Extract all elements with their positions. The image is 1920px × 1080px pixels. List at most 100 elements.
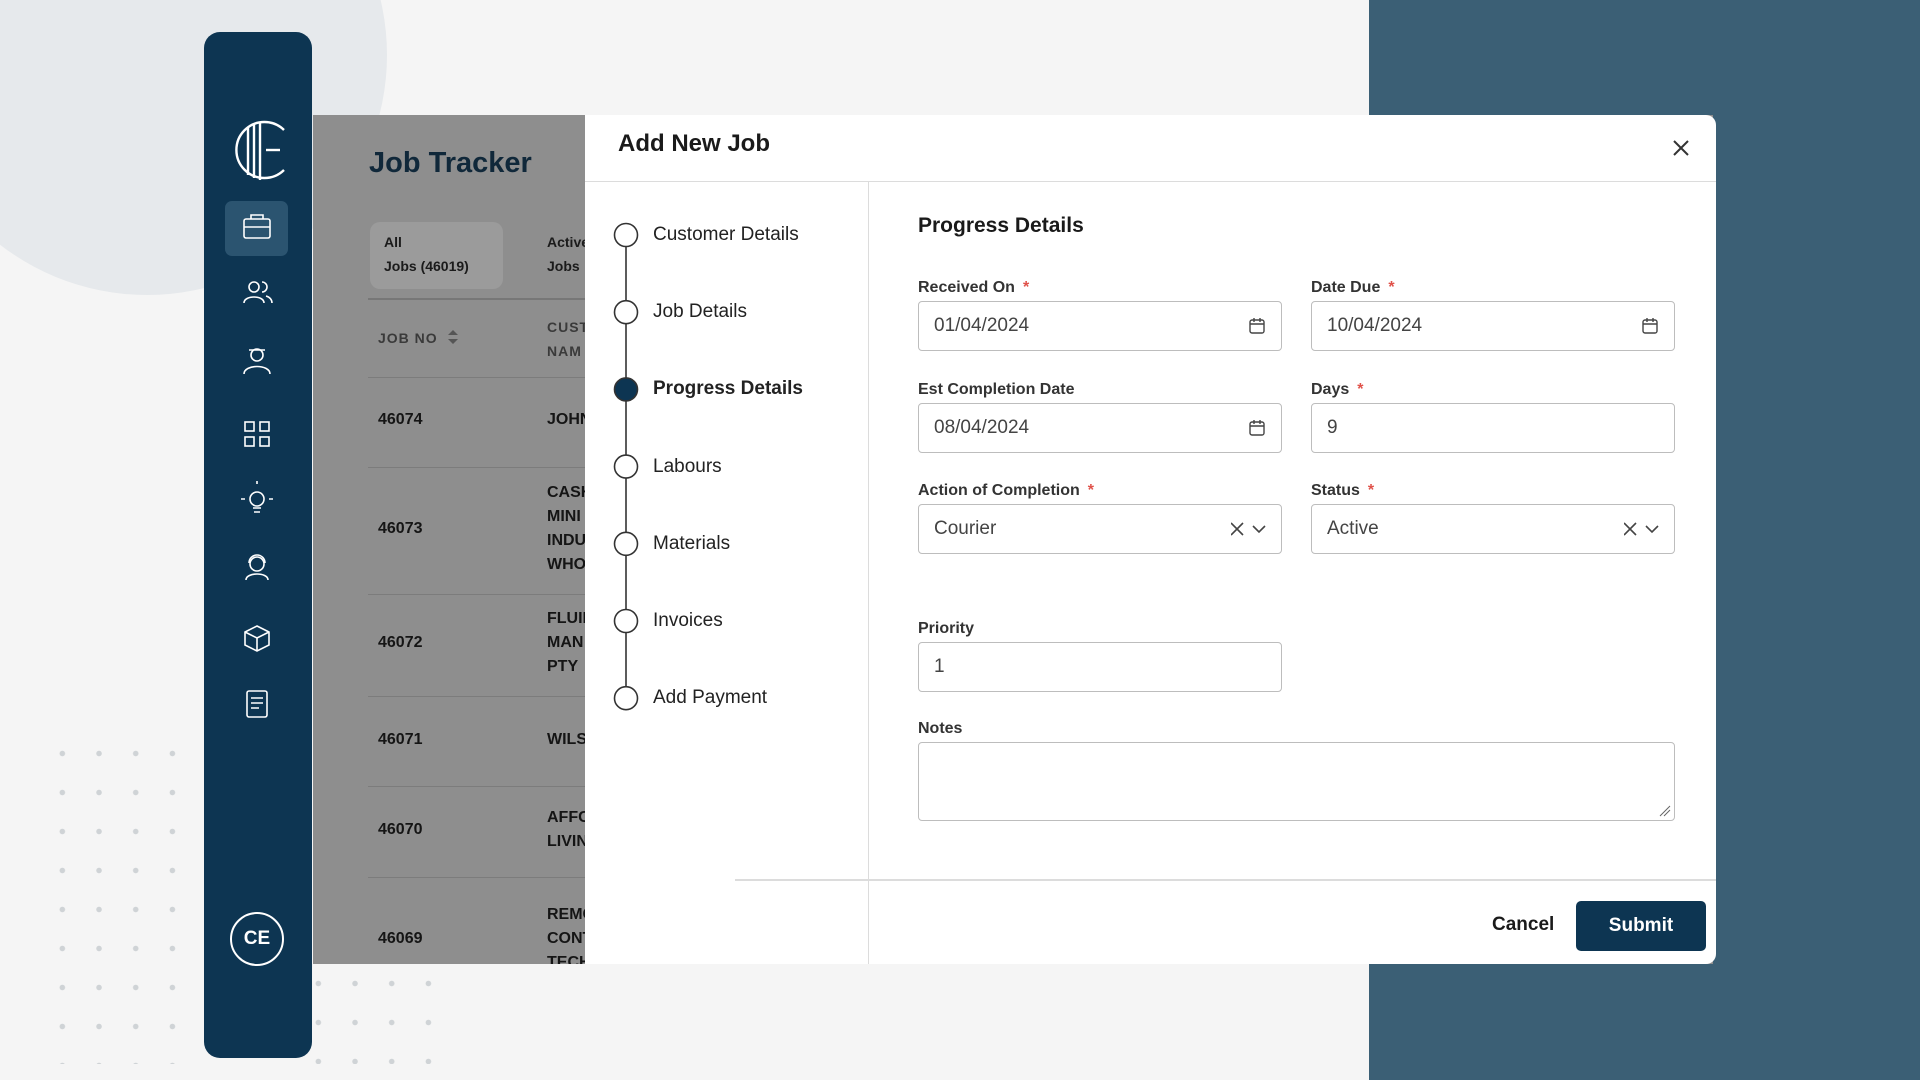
step-label[interactable]: Invoices	[653, 610, 723, 631]
tab[interactable]: Active Jobs	[547, 230, 589, 278]
customer-name-line: MINI	[547, 508, 581, 525]
step-label[interactable]: Materials	[653, 532, 731, 554]
input-field[interactable]: 1	[918, 642, 1282, 692]
input-field[interactable]: Courier	[918, 504, 1282, 554]
step-label[interactable]: Progress Details	[653, 378, 803, 400]
nav-staff[interactable]	[243, 348, 271, 375]
avatar[interactable]: CE	[230, 912, 284, 966]
sort-icon[interactable]	[446, 328, 460, 346]
required-mark: *	[1367, 482, 1375, 499]
field-label: Action of Completion *	[918, 482, 1094, 500]
column-header-text: JOB NO	[378, 330, 438, 346]
select-icon[interactable]	[1231, 519, 1267, 539]
field-label-text: Est Completion Date	[918, 381, 1075, 398]
customer-name-line: REMC	[547, 906, 595, 923]
stepper	[585, 182, 869, 964]
textarea[interactable]	[918, 742, 1675, 821]
customer-name: WILS	[547, 728, 587, 752]
field-label: Est Completion Date	[918, 381, 1074, 399]
job-number: 46073	[378, 520, 423, 537]
nav-ideas[interactable]	[241, 481, 273, 513]
nav-products[interactable]	[244, 625, 270, 652]
column-header-text: CUST	[547, 319, 590, 335]
tab[interactable]: All Jobs (46019)	[370, 222, 503, 289]
stepper-track	[613, 222, 639, 711]
customer-name-line: AFFC	[547, 809, 590, 826]
modal-title: Add New Job	[618, 130, 771, 157]
step-marker[interactable]	[613, 685, 639, 711]
close-button[interactable]	[1670, 137, 1692, 159]
input-value: Courier	[934, 518, 997, 539]
nav-customers[interactable]	[243, 281, 273, 304]
input-value: 9	[1327, 417, 1338, 438]
customer-name-line: LIVIN	[547, 833, 588, 850]
column-header-text: NAM	[547, 343, 582, 359]
step-marker[interactable]	[613, 377, 639, 402]
step-label[interactable]: Job Details	[653, 301, 747, 323]
required-mark: *	[1022, 279, 1030, 296]
input-field[interactable]: 9	[1311, 403, 1675, 453]
job-number: 46074	[378, 411, 423, 428]
modal: Add New Job Progress Details Cancel Subm…	[585, 115, 1716, 964]
step-label[interactable]: Labours	[653, 455, 722, 477]
customer-name-line: JOHN	[547, 411, 592, 428]
tab-label: Jobs (46019)	[384, 258, 469, 274]
field-label-text: Priority	[918, 620, 975, 637]
field-label-text: Date Due	[1311, 279, 1381, 296]
job-number: 46070	[378, 821, 423, 838]
nav-active-bg	[225, 201, 288, 256]
input-value: 1	[934, 656, 945, 677]
input-field[interactable]: 08/04/2024	[918, 403, 1282, 453]
field-label: Status *	[1311, 482, 1374, 500]
nav-jobs[interactable]	[243, 214, 271, 239]
form-heading: Progress Details	[918, 214, 1084, 237]
cancel-button[interactable]: Cancel	[1492, 914, 1555, 935]
required-mark: *	[1357, 381, 1364, 398]
date-icon[interactable]	[1247, 418, 1267, 438]
field-label: Notes	[918, 720, 962, 738]
nav-support[interactable]	[245, 554, 269, 581]
field-label-text: Notes	[918, 720, 963, 737]
select-icon[interactable]	[1624, 519, 1660, 539]
step-marker[interactable]	[613, 299, 639, 325]
step-marker[interactable]	[613, 454, 639, 479]
date-icon[interactable]	[1640, 316, 1660, 336]
input-field[interactable]: 10/04/2024	[1311, 301, 1675, 351]
field-label: Date Due *	[1311, 279, 1395, 297]
nav-apps[interactable]	[244, 421, 270, 447]
input-value: Active	[1327, 518, 1379, 539]
date-icon[interactable]	[1247, 316, 1267, 336]
field-label: Priority	[918, 620, 974, 638]
required-mark: *	[1388, 279, 1395, 296]
footer-divider	[735, 879, 1716, 881]
step-marker[interactable]	[613, 222, 639, 248]
field-label-text: Action of Completion	[918, 482, 1080, 499]
step-marker[interactable]	[613, 608, 639, 634]
input-value: 10/04/2024	[1327, 315, 1423, 336]
customer-name-line: FLUII	[547, 610, 587, 627]
customer-name-line: CASH	[547, 484, 593, 501]
nav-reports[interactable]	[246, 690, 268, 718]
textarea-icon[interactable]	[1658, 804, 1672, 818]
step-label[interactable]: Customer Details	[653, 224, 799, 245]
input-value: 01/04/2024	[934, 315, 1030, 336]
job-number: 46071	[378, 731, 423, 748]
dot-pattern	[300, 964, 440, 1064]
customer-name-line: MAN	[547, 634, 584, 651]
step-marker[interactable]	[613, 531, 639, 557]
job-number: 46072	[378, 634, 423, 651]
step-label[interactable]: Add Payment	[653, 687, 768, 709]
submit-button[interactable]: Submit	[1576, 901, 1706, 951]
page-title: Job Tracker	[369, 147, 532, 179]
input-field[interactable]: Active	[1311, 504, 1675, 554]
input-field[interactable]: 01/04/2024	[918, 301, 1282, 351]
customer-name-line: PTY	[547, 658, 579, 675]
input-value: 08/04/2024	[934, 417, 1030, 438]
field-label-text: Received On	[918, 279, 1015, 296]
logo	[235, 120, 285, 180]
field-label: Days *	[1311, 381, 1363, 399]
field-label: Received On *	[918, 279, 1029, 297]
column-header: CUST NAM	[547, 315, 589, 363]
job-number: 46069	[378, 930, 423, 947]
